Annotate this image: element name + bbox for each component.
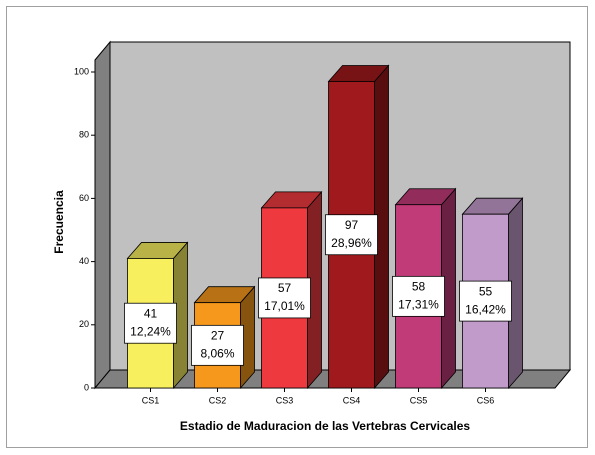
percentage-label: 16,42% bbox=[465, 302, 506, 316]
label-box bbox=[459, 280, 512, 322]
y-axis-title: Frecuencia bbox=[52, 190, 66, 254]
x-tick-label: CS2 bbox=[209, 395, 227, 405]
x-axis-title: Estadio de Maduracion de las Vertebras C… bbox=[180, 419, 470, 433]
y-tick-label: 80 bbox=[79, 130, 89, 140]
x-tick-label: CS5 bbox=[410, 395, 428, 405]
x-tick-label: CS3 bbox=[276, 395, 294, 405]
value-label: 27 bbox=[211, 329, 225, 343]
label-box bbox=[124, 302, 177, 344]
percentage-label: 12,24% bbox=[130, 324, 171, 338]
value-label: 97 bbox=[345, 218, 359, 232]
label-box bbox=[191, 324, 244, 366]
label-box bbox=[392, 275, 445, 317]
label-box bbox=[258, 277, 311, 319]
percentage-label: 8,06% bbox=[200, 347, 234, 361]
percentage-label: 28,96% bbox=[331, 236, 372, 250]
x-tick-label: CS4 bbox=[343, 395, 361, 405]
y-tick-label: 100 bbox=[74, 66, 89, 76]
value-label: 57 bbox=[278, 281, 292, 295]
value-label: 58 bbox=[412, 280, 426, 294]
value-label: 55 bbox=[479, 284, 493, 298]
y-tick-label: 20 bbox=[79, 319, 89, 329]
x-tick-label: CS1 bbox=[142, 395, 160, 405]
percentage-label: 17,01% bbox=[264, 299, 305, 313]
y-tick-label: 60 bbox=[79, 193, 89, 203]
value-label: 41 bbox=[144, 306, 158, 320]
label-box bbox=[325, 214, 378, 256]
y-tick-label: 0 bbox=[84, 382, 89, 392]
x-tick-label: CS6 bbox=[477, 395, 495, 405]
side-wall bbox=[94, 40, 111, 390]
y-tick-label: 40 bbox=[79, 256, 89, 266]
percentage-label: 17,31% bbox=[398, 298, 439, 312]
